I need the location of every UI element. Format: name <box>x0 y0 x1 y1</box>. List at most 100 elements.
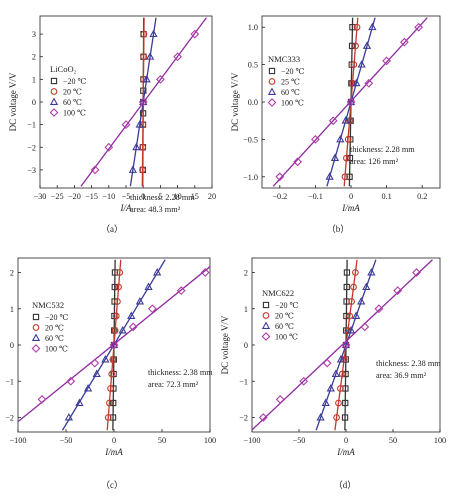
y-tick-label: 1 <box>10 305 14 314</box>
triangle-marker <box>362 41 372 49</box>
triangle-marker <box>267 87 277 95</box>
legend-entry: 60 ℃ <box>275 322 294 331</box>
circle-marker <box>116 269 124 276</box>
annotation-text: thickness: 2.28 mm <box>130 193 195 202</box>
triangle-marker <box>127 311 136 319</box>
triangle-marker <box>135 296 145 305</box>
triangle-marker <box>331 369 340 377</box>
x-tick-label: −30 <box>34 192 47 201</box>
triangle-marker <box>145 52 155 60</box>
triangle-marker <box>330 153 340 162</box>
annotation-text: thickness: 2.38 mm <box>148 368 213 377</box>
panel-caption: （c） <box>101 480 123 490</box>
square-marker <box>111 269 119 276</box>
legend-entry: −20 ℃ <box>275 301 299 310</box>
x-tick-label: 0 <box>349 192 353 201</box>
circle-marker <box>106 399 113 407</box>
y-tick-label: −0.5 <box>243 135 258 144</box>
square-marker <box>346 154 354 162</box>
square-marker <box>111 283 118 291</box>
circle-marker <box>343 154 350 162</box>
diamond-marker <box>393 286 403 296</box>
y-tick-label: −1 <box>5 377 14 386</box>
diamond-marker <box>414 22 424 32</box>
circle-marker <box>115 283 122 291</box>
diamond-marker <box>90 165 100 175</box>
triangle-marker <box>153 267 162 276</box>
diamond-marker <box>109 340 119 350</box>
x-axis-label: I/A <box>120 203 132 213</box>
triangle-marker <box>92 369 101 377</box>
legend-entry: 60 ℃ <box>45 334 64 343</box>
diamond-marker <box>346 97 356 107</box>
square-marker <box>348 42 356 50</box>
x-tick-label: 5 <box>158 192 162 201</box>
square-marker <box>342 370 349 378</box>
triangle-marker <box>326 383 335 392</box>
circle-marker <box>108 370 116 378</box>
square-marker <box>109 414 117 421</box>
x-tick-label: −15 <box>85 192 98 201</box>
circle-marker <box>114 298 121 305</box>
y-tick-label: 0.0 <box>248 98 258 107</box>
x-tick-label: −20 <box>68 192 81 201</box>
legend: NMC333 −20 ℃ 25 ℃60 ℃ 100 ℃ <box>267 54 305 108</box>
x-tick-label: 10 <box>174 192 182 201</box>
triangle-marker <box>346 97 356 105</box>
legend-entry: −20 ℃ <box>63 77 87 86</box>
triangle-marker <box>336 354 346 363</box>
circle-marker <box>344 136 352 143</box>
triangle-marker <box>101 354 110 363</box>
y-axis-label: DC voltage V/V <box>8 72 18 131</box>
legend-entry: 20 ℃ <box>63 88 82 97</box>
legend-title: NMC333 <box>268 54 300 64</box>
circle-marker <box>335 399 342 407</box>
square-marker <box>349 24 356 31</box>
diamond-marker <box>258 413 268 422</box>
circle-marker <box>32 324 40 331</box>
diamond-marker <box>148 304 157 314</box>
chart-panel-4: −100 −50 0 50 100 −2 −1 0 1 2 I/mA DC voltage V/V （d… <box>220 257 446 490</box>
panel-caption: （a） <box>101 224 123 234</box>
diamond-marker <box>322 358 332 368</box>
circle-marker <box>104 414 112 421</box>
x-tick-label: −50 <box>293 436 306 445</box>
diamond-marker <box>382 56 391 66</box>
circle-marker <box>346 312 354 320</box>
circle-marker <box>140 53 148 61</box>
circle-marker <box>350 61 358 68</box>
legend-title: NMC622 <box>262 288 294 298</box>
x-tick-label: 50 <box>158 436 166 445</box>
triangle-marker <box>362 282 371 290</box>
triangle-marker <box>64 412 74 421</box>
x-tick-label: 0 <box>112 436 116 445</box>
diamond-marker <box>311 135 320 144</box>
triangle-marker <box>357 60 366 68</box>
y-tick-label: 1 <box>32 75 36 84</box>
legend-entry: 60 ℃ <box>281 88 300 97</box>
panel-caption: （d） <box>334 480 357 490</box>
triangle-marker <box>346 325 356 334</box>
legend-entry: 25 ℃ <box>281 78 300 87</box>
legend-entry: 100 ℃ <box>275 333 298 342</box>
y-tick-label: 0 <box>10 341 14 350</box>
diamond-marker <box>374 304 384 314</box>
y-tick-label: 2 <box>244 269 248 278</box>
x-tick-label: 0 <box>344 436 348 445</box>
diamond-marker <box>121 120 131 130</box>
chart-panel-1: −30 −25 −20 −15 −10 −5 0 5 10 15 20−3−2−10123I/ADC… <box>8 15 216 234</box>
circle-marker <box>338 370 346 378</box>
diamond-marker <box>267 98 277 107</box>
legend-entry: 20 ℃ <box>45 324 64 333</box>
y-tick-label: 3 <box>32 30 36 39</box>
triangle-marker <box>341 340 351 348</box>
triangle-marker <box>357 296 366 305</box>
triangle-marker <box>261 321 271 329</box>
triangle-marker <box>31 333 41 341</box>
diamond-marker <box>37 394 47 404</box>
triangle-marker <box>132 142 141 151</box>
diamond-marker <box>156 74 165 84</box>
fit-line <box>315 259 377 431</box>
